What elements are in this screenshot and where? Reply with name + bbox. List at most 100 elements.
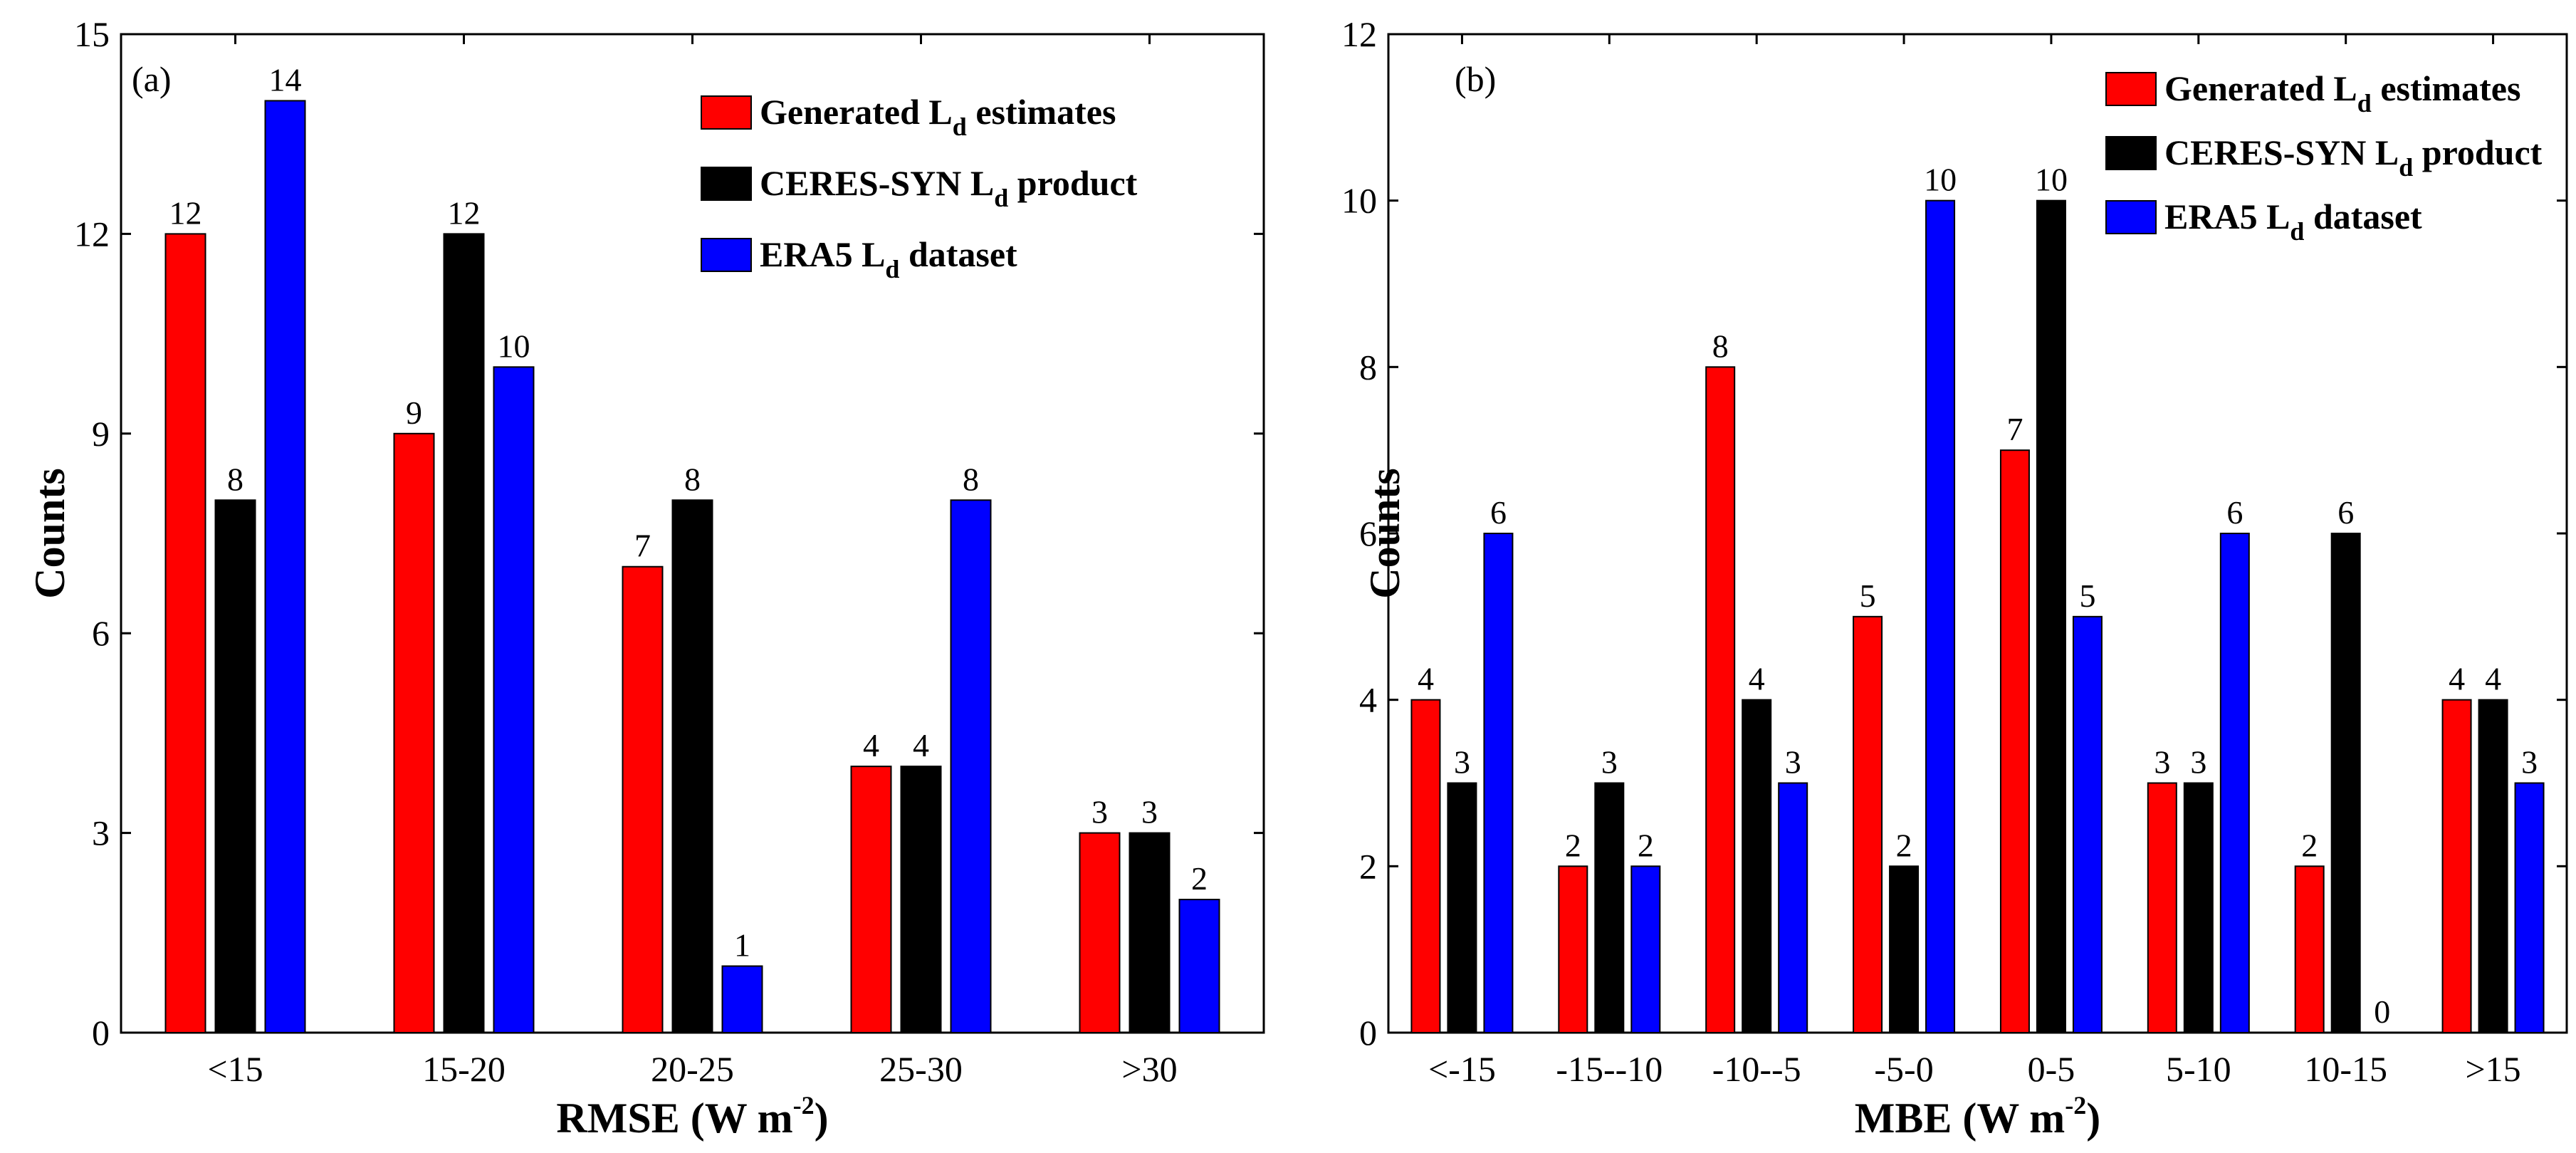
bar [1853,615,1883,1033]
y-tick-label: 9 [92,414,110,454]
data-label: 5 [1860,578,1876,614]
bar [1558,865,1588,1034]
legend-swatch [2105,136,2157,170]
legend-swatch [701,238,752,272]
bar [2147,782,2177,1033]
legend-entry-post: estimates [2372,68,2521,108]
x-tick-label: 10-15 [2304,1049,2387,1089]
legend-swatch [2105,72,2157,106]
data-label: 8 [684,461,701,497]
bar [1129,832,1171,1033]
legend-entry-pre: ERA5 L [2164,197,2290,236]
data-label: 4 [1749,661,1765,697]
data-label: 8 [1712,328,1729,364]
x-tick-label: -15--10 [1556,1049,1663,1089]
bar [1778,782,1808,1033]
data-label: 3 [1091,794,1108,830]
data-label: 7 [634,528,651,564]
x-tick-label: <-15 [1428,1049,1496,1089]
bar [2478,699,2508,1034]
legend-swatch [2105,200,2157,234]
legend-entry-sub: d [953,113,967,141]
bar [1742,699,1772,1034]
data-label: 4 [2449,661,2465,697]
x-tick-label: 20-25 [651,1049,734,1089]
bar [2294,865,2325,1034]
x-axis-title-base: RMSE (W m [556,1095,792,1142]
data-label: 4 [2485,661,2501,697]
data-label: 6 [1490,494,1507,531]
x-axis-title-sup: -2 [793,1091,815,1120]
legend-entry-sub: d [2399,153,2413,182]
bar [2330,533,2361,1033]
y-tick-label: 6 [92,613,110,653]
legend-entry-post: product [1008,163,1137,203]
data-label: 3 [2190,744,2206,781]
bar [2036,199,2066,1034]
data-label: 3 [1601,744,1618,781]
legend-entry-pre: Generated L [2164,68,2357,108]
y-tick-label: 10 [1341,181,1377,221]
y-axis-title: Counts [1361,468,1408,598]
bar [1410,699,1441,1034]
x-tick-label: -10--5 [1712,1049,1801,1089]
data-label: 8 [963,461,979,497]
data-label: 9 [406,395,422,431]
data-label: 12 [448,194,481,231]
y-tick-label: 6 [1359,513,1377,553]
legend-entry-post: product [2413,132,2542,172]
bar [1447,782,1477,1033]
data-label: 3 [2521,744,2538,781]
legend-entry: CERES-SYN Ld product [2164,132,2543,182]
legend-entry: ERA5 Ld dataset [760,234,1017,283]
data-label: 5 [2079,578,2095,614]
legend-entry-sub: d [994,184,1008,212]
bar [393,432,435,1033]
legend-entry-post: estimates [967,92,1116,132]
panel-a: 03691215<151281415-209121020-2578125-304… [26,14,1265,1142]
bar [1594,782,1625,1033]
bar [1630,865,1661,1034]
y-tick-label: 12 [1341,14,1377,54]
panel-letter: (a) [132,59,172,99]
legend-entry-pre: Generated L [760,92,953,132]
x-axis-title: MBE (W m-2) [1855,1091,2101,1142]
legend-swatch [701,167,752,201]
data-label: 4 [863,727,879,763]
legend-swatch [701,95,752,130]
y-tick-label: 4 [1359,680,1377,720]
data-label: 2 [1191,860,1208,897]
bar [671,499,713,1033]
x-tick-label: 0-5 [2028,1049,2075,1089]
data-label: 10 [1924,162,1957,198]
x-axis-title-sup: -2 [2065,1091,2086,1120]
x-tick-label: 25-30 [879,1049,963,1089]
data-label: 3 [2154,744,2170,781]
bar [2072,615,2103,1033]
x-tick-label: >30 [1121,1049,1177,1089]
bar [950,499,992,1033]
legend-entry-sub: d [2290,217,2304,246]
data-label: 2 [1565,827,1581,863]
y-tick-label: 15 [74,14,110,54]
legend-entry: ERA5 Ld dataset [2164,197,2422,246]
bar [622,565,664,1033]
legend-entry: Generated Ld estimates [2164,68,2520,118]
bar [264,100,306,1033]
data-label: 0 [2374,993,2390,1030]
data-label: 1 [734,927,750,964]
y-tick-label: 8 [1359,347,1377,387]
bar [721,965,763,1033]
bar [1705,366,1736,1033]
x-axis-title: RMSE (W m-2) [556,1091,828,1142]
data-label: 7 [2006,411,2023,447]
bar [164,233,206,1033]
bar [1483,533,1514,1033]
legend-entry-sub: d [885,255,899,283]
data-label: 2 [1638,827,1654,863]
y-tick-label: 12 [74,214,110,254]
data-label: 2 [2301,827,2318,863]
bar [1178,899,1220,1033]
